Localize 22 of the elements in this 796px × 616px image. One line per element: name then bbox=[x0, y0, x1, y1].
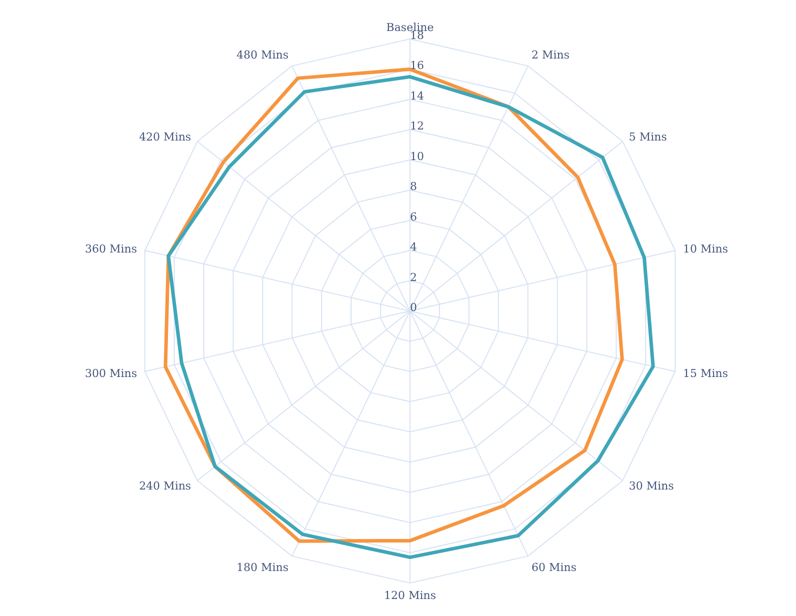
spoke-label: 60 Mins bbox=[531, 561, 577, 574]
spoke-label: 360 Mins bbox=[85, 242, 138, 256]
y-tick-label: 12 bbox=[410, 120, 424, 133]
y-tick-label: 16 bbox=[410, 59, 424, 72]
spoke-label: 300 Mins bbox=[85, 367, 138, 380]
spoke-label: 5 Mins bbox=[628, 130, 668, 144]
y-tick-label: 8 bbox=[410, 180, 417, 194]
spoke-label: 120 Mins bbox=[384, 588, 436, 602]
spoke-label: 2 Mins bbox=[531, 48, 570, 62]
y-tick-label: 10 bbox=[410, 150, 424, 163]
spoke-label: 420 Mins bbox=[139, 130, 192, 144]
y-tick-label: 14 bbox=[410, 89, 424, 102]
y-tick-label: 4 bbox=[410, 240, 417, 254]
spoke-label: 180 Mins bbox=[236, 561, 289, 574]
spoke-label: 10 Mins bbox=[682, 242, 728, 256]
y-tick-label: 6 bbox=[410, 210, 417, 224]
spoke-label: 240 Mins bbox=[139, 479, 192, 492]
y-tick-label: 2 bbox=[410, 270, 417, 284]
spoke-label: 15 Mins bbox=[682, 367, 728, 380]
y-tick-label: 0 bbox=[410, 301, 417, 314]
spoke-label: 30 Mins bbox=[628, 479, 674, 492]
spoke-label: 480 Mins bbox=[236, 48, 289, 62]
